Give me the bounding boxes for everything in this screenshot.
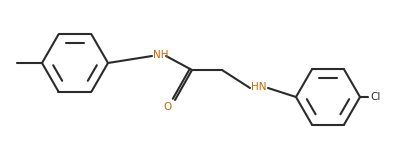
Text: O: O [164,102,172,112]
Text: Cl: Cl [370,92,380,102]
Text: HN: HN [251,82,267,92]
Text: NH: NH [153,50,169,60]
